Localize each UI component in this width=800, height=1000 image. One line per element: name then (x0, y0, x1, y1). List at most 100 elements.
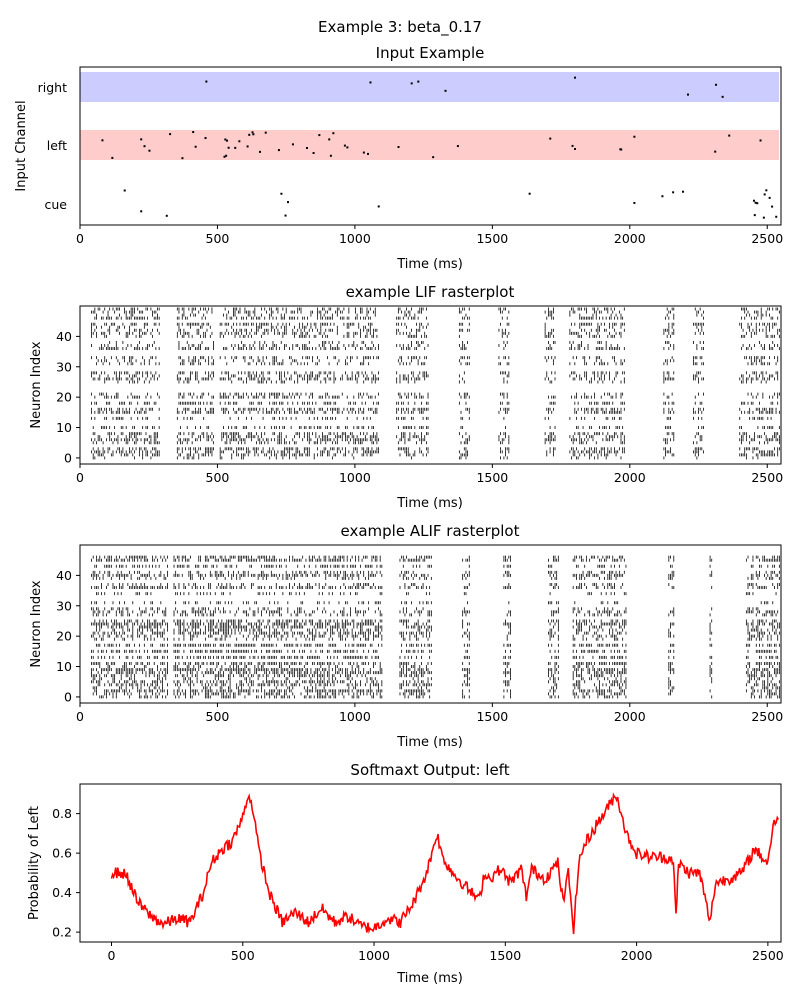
input-spike (204, 137, 207, 140)
input-spike (343, 144, 346, 147)
input-spike (366, 152, 369, 155)
input-spike (775, 215, 778, 218)
input-spike (686, 93, 689, 96)
input-spike (224, 138, 227, 141)
input-spike (369, 81, 372, 84)
input-spike (284, 214, 287, 217)
input-spike (258, 150, 261, 153)
lif-x-ticks: 0 500 1000 1500 2000 2500 (76, 464, 783, 485)
input-spike (346, 146, 349, 149)
input-spike (248, 133, 251, 136)
input-spike (148, 149, 151, 152)
lif-y-tick-label: 0 (64, 450, 72, 465)
input-spike (362, 151, 365, 154)
input-spike (194, 145, 197, 148)
input-channel-label-left: left (47, 138, 67, 153)
input-spike (328, 138, 331, 141)
input-x-ticks: 0 500 1000 1500 2000 2500 (76, 225, 783, 246)
input-spike (771, 205, 774, 208)
input-spike (277, 149, 280, 152)
alif-spikes (91, 555, 780, 699)
input-spike (143, 145, 146, 148)
input-channel-label-cue: cue (45, 197, 68, 212)
lif-x-tick-label: 0 (76, 470, 84, 485)
input-spike (756, 202, 759, 205)
left-channel-band (80, 130, 779, 160)
input-spike (754, 201, 757, 204)
input-spike (571, 144, 574, 147)
lif-y-tick-label: 10 (56, 420, 72, 435)
lif-y-axis-label: Neuron Index (29, 341, 44, 428)
input-spike (192, 131, 195, 134)
lif-x-tick-label: 500 (206, 470, 230, 485)
input-spike (181, 157, 184, 160)
input-spike (251, 131, 254, 134)
input-spike (682, 190, 685, 193)
input-spike (765, 189, 768, 192)
lif-y-tick-label: 20 (56, 390, 72, 405)
lif-x-tick-label: 1500 (476, 470, 508, 485)
input-spike (715, 83, 718, 86)
input-spike (291, 143, 294, 146)
input-plot-frame (79, 66, 782, 226)
right-channel-band (80, 72, 779, 102)
lif-plot-frame (79, 305, 782, 465)
input-spike (234, 146, 237, 149)
input-spike (573, 76, 576, 79)
input-spike (264, 131, 267, 134)
input-spike (620, 148, 623, 151)
input-spike (417, 80, 420, 83)
input-x-tick-label: 0 (76, 231, 84, 246)
input-spike (753, 214, 756, 217)
input-spike (329, 154, 332, 157)
lif-x-axis-label: Time (ms) (396, 496, 463, 511)
input-x-tick-label: 2000 (614, 231, 646, 246)
input-y-axis-label: Input Channel (14, 100, 29, 191)
input-spike (633, 135, 636, 138)
input-spike (205, 80, 208, 83)
input-spike (444, 89, 447, 92)
input-spike (762, 216, 765, 219)
input-spike (728, 134, 731, 137)
input-x-axis-label: Time (ms) (396, 257, 463, 272)
lif-x-tick-label: 1000 (339, 470, 371, 485)
input-spike (768, 196, 771, 199)
input-spike (752, 199, 755, 202)
input-spike (305, 146, 308, 149)
input-x-tick-label: 500 (206, 231, 230, 246)
lif-raster-panel: example LIF rasterplot 0 10 20 30 40 0 500 100… (29, 283, 783, 511)
input-spikes (101, 76, 778, 219)
input-spike (312, 151, 315, 154)
input-spike (225, 154, 228, 157)
input-spike (165, 214, 168, 217)
input-spike (549, 137, 552, 140)
input-spike (287, 201, 290, 204)
lif-panel-title: example LIF rasterplot (346, 283, 515, 301)
input-spike (332, 132, 335, 135)
input-x-tick-label: 1500 (476, 231, 508, 246)
input-spike (633, 201, 636, 204)
input-spike (123, 189, 126, 192)
input-spike (140, 138, 143, 141)
input-spike (528, 192, 531, 195)
input-spike (101, 139, 104, 142)
input-spike (661, 195, 664, 198)
input-spike (227, 146, 230, 149)
input-spike (759, 139, 762, 142)
input-spike (225, 139, 228, 142)
input-panel-title: Input Example (376, 44, 485, 62)
input-spike (377, 205, 380, 208)
input-spike (140, 210, 143, 213)
lif-spikes (91, 307, 780, 460)
figure-suptitle: Example 3: beta_0.17 (318, 18, 482, 37)
input-spike (318, 134, 321, 137)
input-spike (763, 193, 766, 196)
input-spike (280, 192, 283, 195)
lif-y-ticks: 0 10 20 30 40 (56, 329, 80, 465)
alif-panel-title: example ALIF rasterplot (341, 522, 520, 540)
input-spike (397, 146, 400, 149)
lif-x-tick-label: 2000 (614, 470, 646, 485)
input-spike (238, 140, 241, 143)
